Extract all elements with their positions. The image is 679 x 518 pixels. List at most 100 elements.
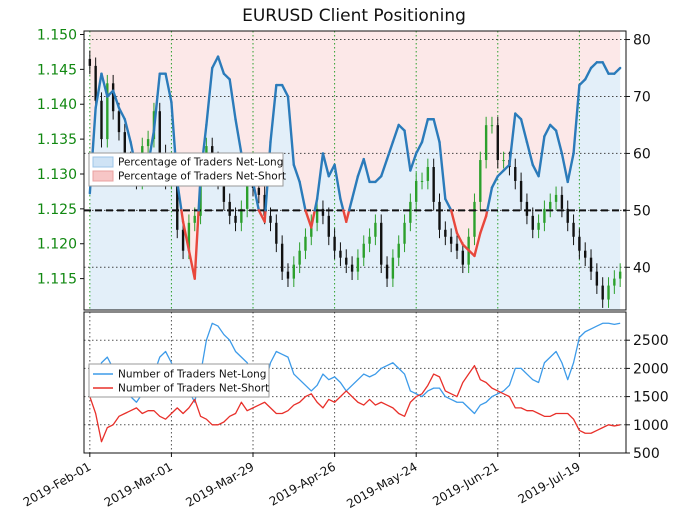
date-axis-ticks: 2019-Feb-01 2019-Mar-01 2019-Mar-29 2019-Ap… (21, 453, 583, 511)
net-long-line-segment (347, 197, 354, 212)
net-long-line-segment (164, 72, 173, 104)
candle-body (228, 201, 231, 216)
candle-body (315, 208, 319, 223)
net-long-line-segment (578, 78, 587, 87)
candle-body (304, 236, 307, 251)
candle-body (385, 264, 389, 279)
net-short-line-segment (187, 249, 196, 280)
candle-body (339, 250, 342, 258)
net-short-line-segment (345, 209, 351, 223)
percent-tick-label: 60 (633, 146, 651, 162)
candle-body (292, 264, 296, 279)
candle-body (618, 271, 622, 279)
net-long-line-segment (601, 61, 610, 75)
date-tick-label: 2019-May-24 (344, 459, 419, 511)
legend-label-net-long: Percentage of Traders Net-Long (118, 157, 283, 169)
net-short-line-segment (473, 231, 482, 258)
net-long-line-segment (298, 180, 307, 212)
net-long-line-segment (572, 83, 581, 155)
candle-body (380, 222, 383, 265)
candle-body (479, 160, 482, 202)
net-long-line-segment (554, 129, 564, 155)
net-long-line-segment (589, 61, 599, 70)
candle-body (286, 271, 290, 279)
net-short-line-segment (310, 209, 316, 229)
top-gridlines (84, 31, 626, 310)
candle-body (234, 215, 237, 223)
count-tick-label: 1500 (633, 390, 669, 406)
net-long-line-segment (380, 157, 389, 178)
net-long-line-segment (356, 157, 365, 178)
candle-body (374, 222, 377, 237)
bottom-legend-box (88, 363, 270, 398)
candle-body (181, 229, 185, 251)
candle-body (356, 257, 360, 272)
net-long-line-segment (502, 163, 511, 172)
candle-body (345, 257, 348, 265)
candle-body (88, 58, 92, 66)
candle-body (543, 208, 546, 223)
net-long-line-segment (211, 55, 220, 70)
candle-body (158, 111, 161, 154)
candle-body (566, 208, 569, 223)
candle-body (106, 83, 109, 140)
count-tick-label: 1000 (633, 418, 669, 434)
candle-body (572, 222, 575, 237)
net-long-line-segment (327, 163, 336, 178)
net-short-area (89, 31, 621, 279)
net-long-line-segment (543, 123, 552, 138)
bottom-panel: 2500 2000 1500 1000 500 Number of Traders Ne… (83, 311, 669, 462)
candle-body (473, 201, 476, 237)
date-tick-label: 2019-Mar-01 (102, 459, 175, 509)
count-tick-label: 500 (633, 446, 660, 462)
net-long-line-segment (560, 152, 569, 184)
net-short-line-segment (193, 209, 200, 280)
net-long-line-segment (438, 140, 447, 201)
candle-body (502, 160, 505, 162)
candle-body (519, 180, 523, 202)
candle-body (455, 243, 459, 251)
net-long-line-segment (216, 55, 226, 75)
price-axis-ticks: 1.150 1.145 1.140 1.135 1.130 1.125 1.120 1.115 (37, 27, 84, 288)
percentage-fill-areas (89, 31, 621, 310)
percent-tick-label: 70 (633, 89, 651, 105)
candle-body (327, 215, 330, 237)
net-long-line-segment (525, 140, 534, 167)
count-tick-label: 2000 (633, 361, 669, 377)
candle-body (420, 180, 424, 182)
net-long-line-segment (205, 66, 214, 127)
candle-body (578, 236, 581, 251)
net-long-line-segment (315, 152, 325, 201)
net-short-line-segment (181, 220, 191, 252)
price-tick-label: 1.135 (37, 132, 77, 148)
candle-body (514, 167, 517, 181)
candle-body (245, 180, 249, 209)
candle-body (368, 236, 371, 244)
date-tick-label: 2019-Mar-29 (183, 459, 256, 509)
candle-body (490, 125, 494, 127)
candle-body (362, 243, 365, 258)
candle-body (549, 201, 552, 209)
candle-body (111, 83, 115, 112)
percent-tick-label: 50 (633, 203, 651, 219)
net-long-line-segment (531, 163, 540, 178)
candle-body (123, 132, 126, 161)
candle-body (391, 257, 395, 279)
candle-body (222, 180, 226, 202)
net-long-line-segment (584, 66, 593, 81)
net-long-line-segment (106, 89, 115, 98)
candle-body (601, 285, 604, 300)
candle-body (403, 222, 406, 244)
candle-body (589, 257, 593, 272)
date-tick-label: 2019-Feb-01 (21, 459, 94, 509)
bottom-legend: Number of Traders Net-Long Number of Tra… (88, 363, 270, 398)
bottom-panel-frame (83, 311, 627, 454)
candle-body (100, 100, 103, 140)
net-long-line-segment (490, 174, 499, 189)
price-tick-label: 1.130 (37, 167, 77, 183)
legend-label-count-short: Number of Traders Net-Short (118, 383, 269, 395)
net-long-line-segment (152, 72, 161, 132)
legend-swatch-net-short (92, 170, 114, 182)
price-tick-label: 1.115 (37, 272, 77, 288)
